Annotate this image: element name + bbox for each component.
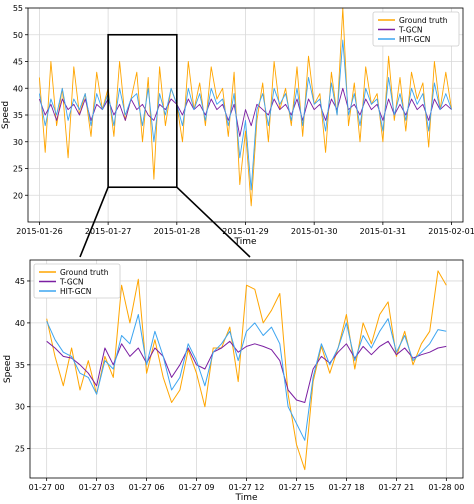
zoom-rectangle (107, 33, 178, 189)
y-tick-label: 30 (15, 403, 25, 412)
x-tick-label: 01-27 06 (129, 483, 165, 492)
x-tick-label: 01-27 03 (79, 483, 115, 492)
x-tick-label: 2015-01-29 (222, 227, 269, 236)
y-tick-label: 35 (13, 111, 23, 120)
x-tick-label: 01-27 12 (229, 483, 265, 492)
x-tick-label: 2015-01-30 (291, 227, 338, 236)
bottom-chart: 01-27 00 01-27 03 01-27 06 01-27 09 01-27 12… (3, 259, 464, 503)
series-line-ground-truth (46, 270, 447, 471)
x-tick-label: 01-27 00 (29, 483, 65, 492)
top-chart: 2015-01-26 2015-01-27 2015-01-28 2015-01-29… (1, 4, 474, 247)
series-line-hit-gcn (46, 314, 447, 441)
y-tick-label: 25 (15, 445, 25, 454)
x-axis-label: Time (233, 237, 256, 247)
y-tick-label: 40 (13, 84, 23, 93)
y-tick-label: 50 (13, 31, 23, 40)
legend-label: T-GCN (398, 25, 423, 34)
x-tick-label: 01-27 21 (378, 483, 414, 492)
x-axis-label: Time (234, 493, 257, 503)
x-tick-label: 2015-01-31 (360, 227, 407, 236)
y-tick-label: 35 (15, 361, 25, 370)
legend-label: Ground truth (399, 16, 448, 25)
y-axis-label: Speed (1, 101, 11, 129)
y-axis-label: Speed (3, 355, 13, 383)
y-tick-label: 55 (13, 4, 23, 13)
x-tick-label: 01-28 00 (428, 483, 464, 492)
x-tick-label: 01-27 15 (278, 483, 314, 492)
x-tick-label: 2015-01-26 (16, 227, 63, 236)
zoom-connector-lines (79, 186, 251, 258)
y-tick-label: 40 (15, 319, 25, 328)
y-tick-label: 45 (13, 58, 23, 67)
zoom-connector-right (176, 186, 251, 258)
legend-label: Ground truth (60, 268, 109, 277)
x-tick-label: 2015-01-27 (85, 227, 132, 236)
x-tick-label: 01-27 09 (179, 483, 215, 492)
y-tick-label: 20 (13, 191, 23, 200)
x-tick-label: 2015-02-01 (428, 227, 474, 236)
legend-label: T-GCN (59, 277, 84, 286)
y-tick-label: 45 (15, 277, 25, 286)
series-line-t-gcn (46, 340, 447, 403)
legend-label: HIT-GCN (399, 35, 430, 44)
y-tick-label: 30 (13, 138, 23, 147)
x-tick-label: 2015-01-28 (154, 227, 201, 236)
x-tick-label: 01-27 18 (328, 483, 364, 492)
zoom-connector-left (79, 186, 109, 258)
y-tick-label: 25 (13, 165, 23, 174)
legend-label: HIT-GCN (60, 287, 91, 296)
